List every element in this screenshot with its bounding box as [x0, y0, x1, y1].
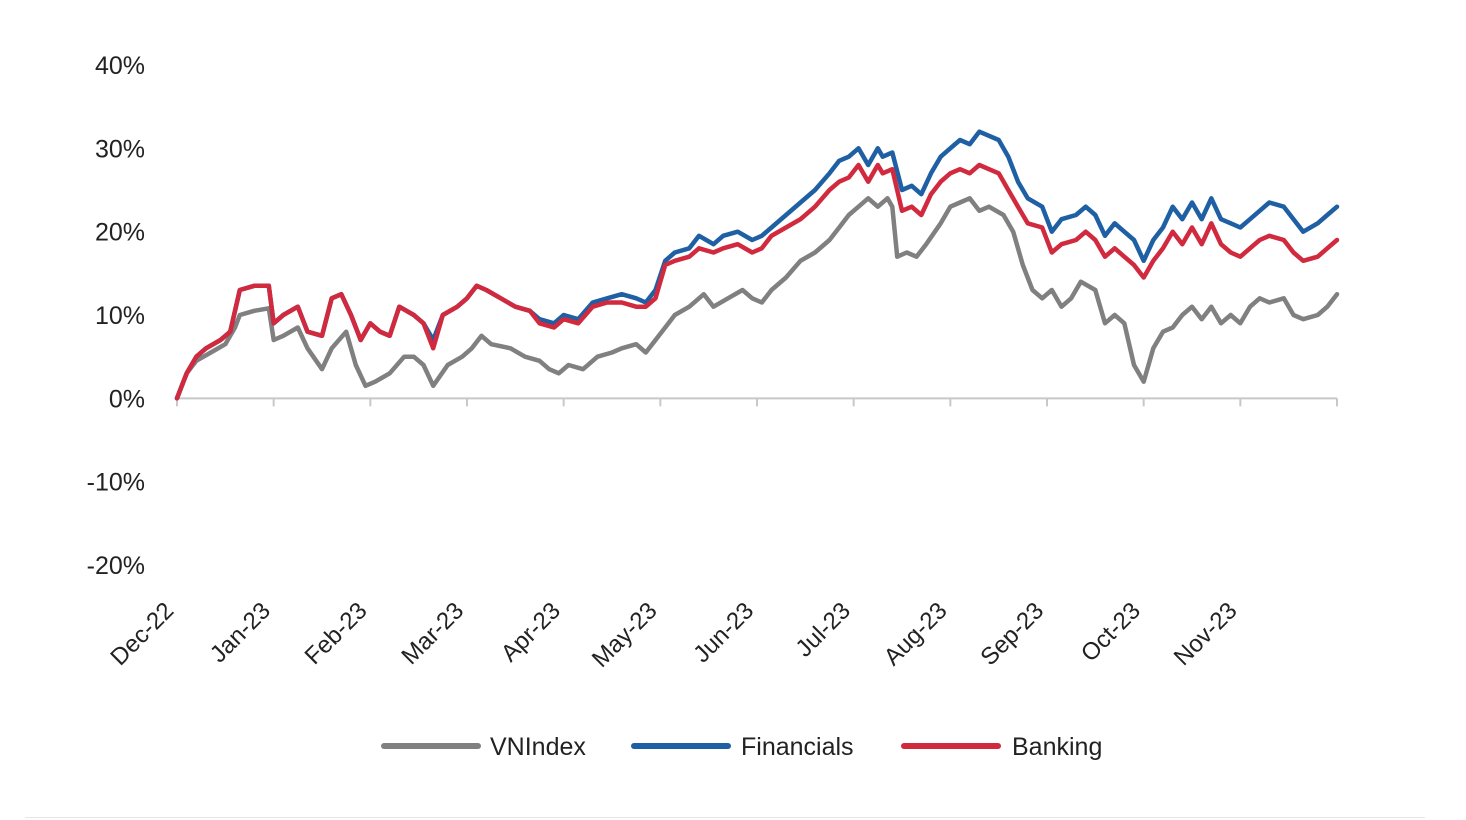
legend: VNIndex Financials Banking [381, 733, 1102, 761]
series-line-vnindex [174, 196, 1340, 401]
x-tick-label: Jul-23 [791, 597, 856, 662]
x-tick-label: Nov-23 [1169, 597, 1243, 671]
y-tick-label: -20% [87, 552, 145, 580]
x-tick-label: Mar-23 [396, 597, 469, 670]
legend-item-financials: Financials [631, 733, 854, 761]
legend-label: Banking [1012, 733, 1102, 761]
footer-divider [25, 817, 1425, 818]
legend-item-banking: Banking [901, 733, 1102, 761]
x-tick-label: Aug-23 [879, 597, 953, 671]
y-tick-label: 0% [109, 385, 145, 413]
x-tick-label: Jan-23 [205, 597, 276, 668]
x-tick-label: Feb-23 [300, 597, 373, 670]
y-tick-label: 10% [95, 302, 145, 330]
y-tick-label: -10% [87, 469, 145, 497]
x-axis-ticks: Dec-22 Jan-23 Feb-23 Mar-23 Apr-23 May-23 Jun-… [105, 597, 1242, 673]
legend-label: VNIndex [490, 733, 586, 761]
series-lines [174, 129, 1340, 401]
x-tick-label: Jun-23 [688, 597, 759, 668]
series-line-financials [174, 129, 1340, 401]
legend-item-vnindex: VNIndex [381, 733, 586, 761]
x-tick-label: Dec-22 [105, 597, 179, 671]
x-tick-label: Sep-23 [975, 597, 1049, 671]
x-axis [176, 397, 1338, 407]
series-line-banking [174, 162, 1340, 401]
x-tick-label: May-23 [587, 597, 663, 673]
x-tick-label: Oct-23 [1076, 597, 1146, 667]
y-tick-label: 40% [95, 52, 145, 80]
y-axis-ticks: 40% 30% 20% 10% 0% -10% -20% [87, 52, 145, 580]
x-tick-label: Apr-23 [496, 597, 566, 667]
legend-label: Financials [741, 733, 854, 761]
y-tick-label: 30% [95, 135, 145, 163]
y-tick-label: 20% [95, 219, 145, 247]
